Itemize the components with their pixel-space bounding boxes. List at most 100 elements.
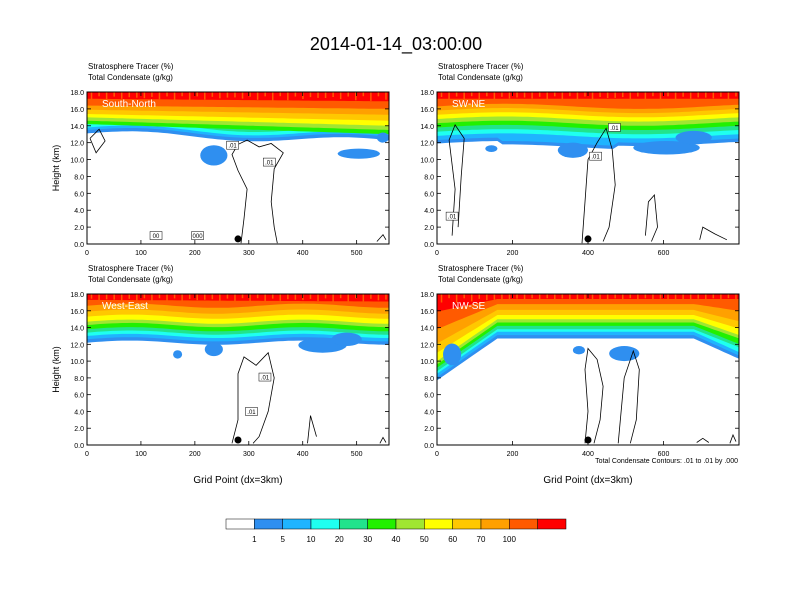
tracer-streak (339, 294, 342, 299)
tracer-blob-2 (376, 132, 389, 143)
y-tick-label: 6.0 (424, 393, 434, 400)
x-axis-label: Grid Point (dx=3km) (543, 475, 632, 486)
tracer-streak (531, 92, 533, 99)
y-tick-label: 18.0 (70, 292, 84, 299)
tracer-streak (659, 92, 662, 102)
tracer-streak (455, 294, 458, 303)
tracer-streak (287, 92, 289, 101)
x-tick-label: 200 (507, 250, 519, 257)
condensate-contour-0 (231, 139, 284, 244)
tracer-streak (614, 92, 616, 98)
contour-label: .01 (228, 144, 237, 150)
tracer-streak (644, 92, 647, 101)
panel-title-tracer: Stratosphere Tracer (%) (438, 264, 524, 273)
tracer-streak (355, 92, 357, 101)
y-tick-label: 12.0 (70, 141, 84, 148)
tracer-streak (538, 294, 541, 304)
colorbar-swatch-3 (310, 518, 340, 530)
tracer-streak (204, 294, 206, 300)
tracer-streak (554, 294, 556, 303)
x-tick-label: 0 (85, 250, 89, 257)
tracer-streak (128, 294, 131, 299)
tracer-streak (219, 294, 221, 301)
y-tick-label: 2.0 (74, 225, 84, 232)
tracer-streak (347, 294, 349, 303)
colorbar-swatch-6 (395, 518, 425, 530)
contour-label-box (589, 151, 602, 161)
tracer-streak (188, 294, 191, 299)
tracer-streak (136, 294, 138, 302)
colorbar-swatch-9 (480, 518, 510, 530)
tracer-streak (385, 294, 387, 300)
tracer-streak (629, 92, 632, 99)
tracer-streak (377, 294, 380, 301)
x-tick-label: 400 (297, 451, 309, 458)
tracer-streak (478, 294, 481, 299)
tracer-streak (637, 294, 639, 303)
condensate-contour-2 (379, 436, 387, 444)
tracer-streak (727, 294, 730, 299)
tracer-streak (682, 92, 684, 97)
tracer-streak (234, 294, 236, 302)
tracer-blob-0 (609, 346, 640, 362)
contour-note: Total Condensate Contours: .01 to .01 by… (595, 458, 738, 465)
x-axis-label: Grid Point (dx=3km) (193, 475, 282, 486)
y-tick-label: 8.0 (74, 376, 84, 383)
contour-label-box (226, 140, 239, 150)
tracer-streak (470, 92, 473, 97)
tracer-streak (652, 92, 654, 97)
y-tick-label: 18.0 (70, 90, 84, 97)
tracer-streak (644, 294, 647, 299)
tracer-blob-1 (572, 346, 585, 355)
tracer-streak (493, 92, 496, 100)
tracer-streak (271, 294, 274, 299)
tracer-streak (173, 92, 176, 101)
tracer-streak (735, 92, 737, 97)
condensate-contour-2 (696, 437, 710, 443)
y-tick-label: 10.0 (420, 158, 434, 165)
tracer-streak (332, 92, 334, 97)
tracer-streak (440, 294, 443, 303)
tracer-streak (599, 294, 601, 299)
plot-frame (86, 91, 390, 245)
tracer-blob-0 (200, 145, 228, 166)
x-tick-label: 200 (189, 250, 201, 257)
plot-frame (86, 293, 390, 446)
y-tick-label: 0.0 (74, 242, 84, 249)
tracer-streak (264, 294, 266, 302)
panel-label: West-East (102, 301, 148, 312)
tracer-streak (508, 294, 511, 301)
tracer-streak (294, 92, 297, 97)
condensate-contour-1 (89, 128, 106, 154)
tracer-streak (599, 92, 601, 97)
tracer-streak (256, 294, 259, 299)
figure-title: 2014-01-14_03:00:00 (310, 34, 482, 55)
tracer-streak (705, 294, 707, 302)
contour-label-box (245, 407, 258, 416)
contour-label-box (258, 372, 272, 382)
tracer-streak (90, 92, 93, 102)
tracer-streak (523, 92, 526, 98)
tracer-blob-1 (337, 148, 380, 159)
contour-label: .01 (610, 126, 619, 132)
y-tick-label: 4.0 (74, 409, 84, 416)
y-tick-label: 4.0 (424, 208, 434, 215)
tracer-blob-2 (443, 343, 462, 366)
contour-label-box (608, 123, 621, 132)
tracer-streak (264, 92, 266, 97)
tracer-streak (493, 294, 496, 300)
x-tick-label: 0 (435, 451, 439, 458)
tracer-streak (652, 294, 654, 302)
tracer-streak (181, 92, 183, 97)
y-axis-label: Height (km) (51, 145, 61, 192)
tracer-band-2 (437, 294, 739, 344)
x-tick-label: 600 (658, 451, 670, 458)
colorbar-label: 1 (252, 535, 257, 544)
tracer-streak (204, 92, 206, 100)
panel-sw-ne: .01 .01 .01 SW-NE Stratosphere Tracer (%) Tot… (420, 62, 740, 257)
tracer-streak (226, 294, 229, 299)
tracer-streak (279, 294, 282, 301)
tracer-streak (523, 294, 526, 302)
tracer-streak (486, 92, 488, 97)
tracer-streak (621, 92, 624, 98)
